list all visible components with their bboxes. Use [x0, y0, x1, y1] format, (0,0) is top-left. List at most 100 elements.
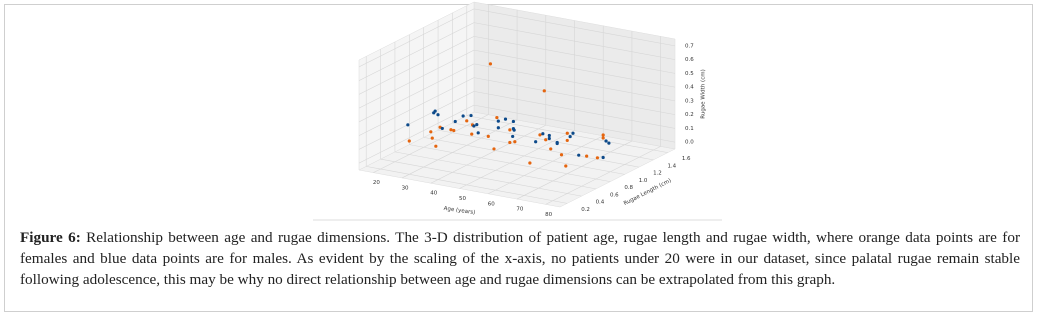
point — [528, 161, 532, 165]
x-tick-label: 20 — [373, 180, 380, 186]
grid-line — [473, 36, 676, 74]
point — [488, 62, 493, 66]
point — [601, 155, 605, 160]
x-tick-label: 80 — [545, 212, 552, 218]
y-axis-label: Rugae Length (cm) — [623, 178, 672, 207]
point — [476, 131, 480, 135]
point — [453, 119, 457, 124]
grid-line — [459, 130, 575, 189]
grid-line — [401, 119, 518, 179]
point — [465, 119, 469, 123]
point — [406, 123, 410, 127]
y-tick-label: 1.6 — [682, 156, 691, 162]
point — [407, 139, 411, 143]
z-axis-label: Rugae Width (cm) — [701, 69, 707, 118]
z-tick-label: 0.5 — [685, 71, 694, 77]
point — [511, 126, 515, 131]
x-tick-label: 60 — [488, 201, 495, 207]
point — [496, 126, 500, 130]
point — [511, 134, 515, 139]
grid-line — [366, 166, 568, 204]
point — [534, 140, 538, 144]
point — [564, 164, 568, 168]
y-tick-label: 0.8 — [624, 185, 633, 191]
z-tick-label: 0.1 — [685, 126, 694, 132]
grid-line — [358, 104, 475, 164]
point — [601, 133, 605, 137]
grid-line — [488, 135, 604, 195]
point — [436, 113, 440, 117]
point — [486, 134, 490, 138]
grid-line — [545, 146, 661, 205]
point — [585, 154, 589, 158]
y-tick-label: 0.4 — [596, 200, 605, 206]
point — [511, 119, 516, 124]
grid-line — [358, 49, 475, 109]
point — [433, 109, 437, 113]
grid-line — [473, 91, 676, 129]
point — [429, 130, 433, 134]
point — [440, 126, 444, 131]
point — [472, 124, 476, 128]
grid-line — [452, 122, 654, 161]
point — [595, 156, 600, 160]
point — [565, 138, 569, 143]
point — [538, 133, 542, 137]
grid-line — [473, 104, 676, 143]
y-tick-label: 1.0 — [639, 178, 648, 184]
grid-line — [409, 144, 611, 182]
z-tick-label: 0.4 — [685, 85, 694, 91]
grid-line — [380, 158, 582, 197]
point — [496, 119, 500, 123]
point — [541, 132, 545, 136]
point — [503, 117, 508, 121]
grid-line — [358, 8, 475, 68]
point — [513, 140, 517, 144]
point — [508, 128, 512, 132]
point — [449, 128, 453, 132]
point — [604, 139, 608, 143]
point — [568, 134, 572, 139]
grid-line — [358, 36, 475, 95]
x-tick-label: 30 — [402, 185, 409, 191]
grid-line — [473, 22, 676, 60]
point — [607, 141, 611, 145]
grid-line — [473, 8, 676, 47]
y-tick-label: 0.2 — [581, 207, 590, 213]
y-tick-label: 1.2 — [653, 171, 662, 177]
figure-frame — [4, 4, 1033, 312]
grid-line — [373, 114, 489, 173]
y-tick-label: 0.6 — [610, 192, 619, 198]
grid-line — [473, 49, 676, 88]
z-tick-label: 0.6 — [685, 57, 694, 63]
z-tick-label: 0.0 — [685, 140, 694, 146]
x-tick-label: 50 — [459, 196, 466, 202]
point — [544, 138, 548, 142]
point — [542, 89, 546, 93]
point — [495, 115, 499, 120]
point — [508, 140, 512, 145]
z-tick-label: 0.3 — [685, 98, 694, 104]
point — [547, 133, 551, 138]
grid-line — [358, 77, 475, 136]
point — [559, 153, 564, 157]
grid-line — [430, 124, 546, 184]
point — [475, 123, 479, 127]
point — [577, 153, 581, 157]
grid-line — [394, 151, 596, 190]
z-tick-label: 0.2 — [685, 112, 694, 118]
point — [549, 147, 553, 151]
caption-label: Figure 6: — [20, 229, 81, 246]
point — [547, 136, 551, 141]
grid-line — [358, 91, 475, 150]
x-axis-label: Age (years) — [443, 206, 475, 216]
grid-line — [358, 22, 475, 81]
grid-line — [358, 63, 475, 123]
point — [555, 140, 559, 145]
point — [434, 144, 438, 148]
y-tick-label: 1.4 — [667, 163, 676, 169]
point — [469, 113, 473, 118]
grid-line — [438, 129, 640, 168]
grid-line — [516, 140, 633, 200]
